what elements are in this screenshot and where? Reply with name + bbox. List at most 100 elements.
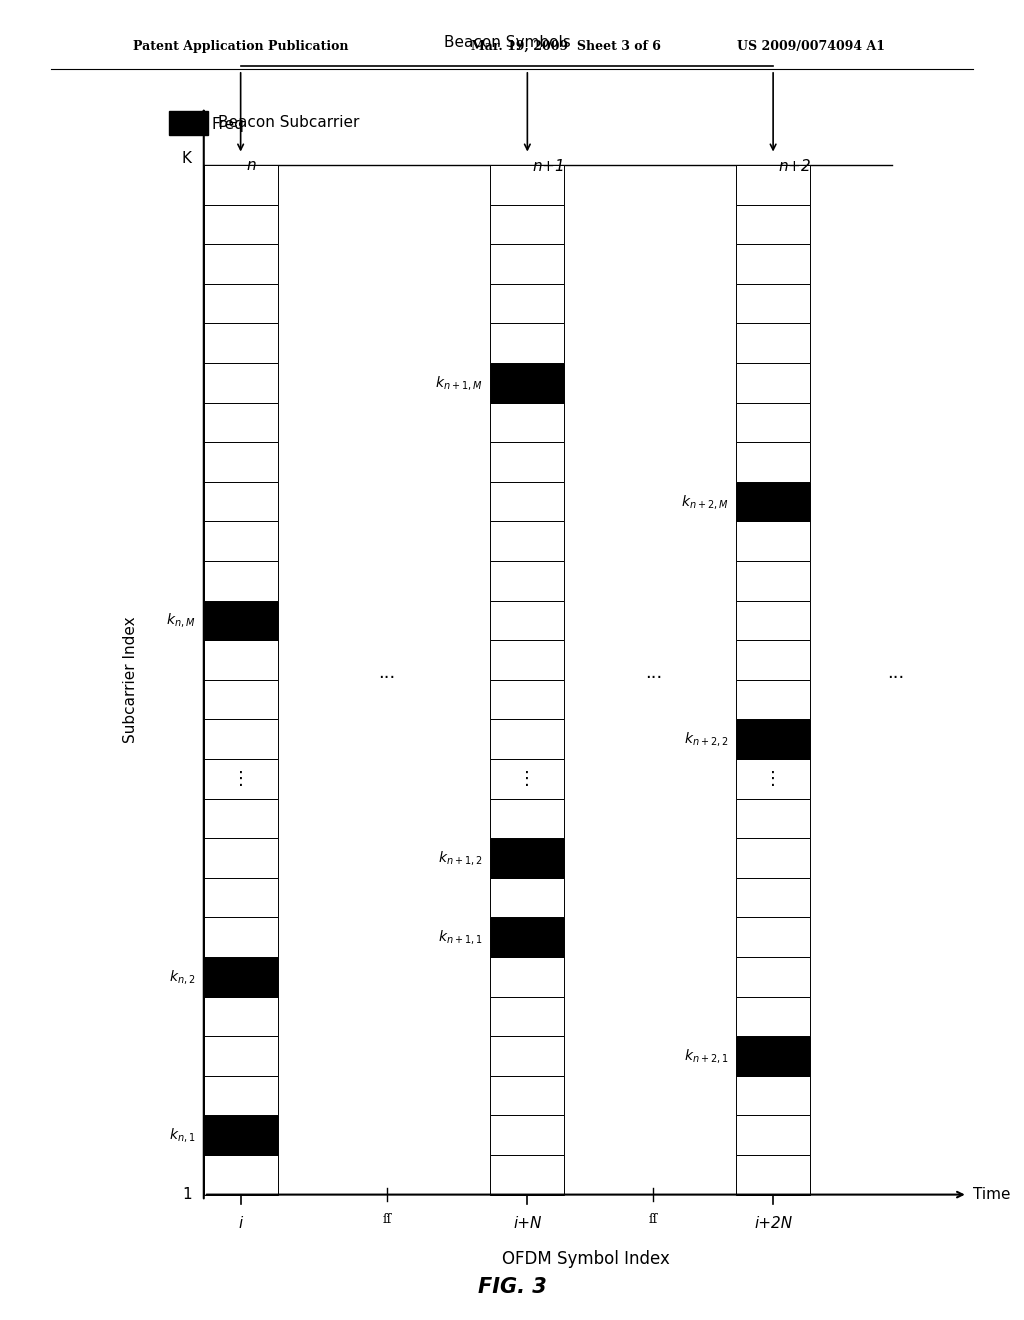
Bar bbox=[736, 1076, 810, 1115]
Bar bbox=[204, 284, 278, 323]
Bar bbox=[736, 759, 810, 799]
Bar bbox=[204, 165, 278, 205]
Bar bbox=[736, 1036, 810, 1076]
Bar bbox=[490, 1076, 564, 1115]
Text: Patent Application Publication: Patent Application Publication bbox=[133, 40, 348, 53]
Text: $k_{n+1,M}$: $k_{n+1,M}$ bbox=[435, 374, 482, 392]
Bar bbox=[490, 561, 564, 601]
Bar bbox=[736, 917, 810, 957]
Bar bbox=[169, 111, 208, 135]
Bar bbox=[490, 640, 564, 680]
Text: US 2009/0074094 A1: US 2009/0074094 A1 bbox=[737, 40, 886, 53]
Bar bbox=[736, 363, 810, 403]
Bar bbox=[204, 917, 278, 957]
Bar bbox=[490, 205, 564, 244]
Bar bbox=[736, 482, 810, 521]
Bar bbox=[204, 680, 278, 719]
Text: $k_{n+2,M}$: $k_{n+2,M}$ bbox=[681, 492, 728, 511]
Bar bbox=[204, 244, 278, 284]
Bar bbox=[736, 680, 810, 719]
Bar bbox=[204, 323, 278, 363]
Bar bbox=[490, 363, 564, 403]
Bar bbox=[490, 680, 564, 719]
Text: Beacon Symbols: Beacon Symbols bbox=[443, 36, 570, 50]
Bar bbox=[490, 957, 564, 997]
Bar bbox=[736, 244, 810, 284]
Bar bbox=[736, 165, 810, 205]
Bar bbox=[204, 205, 278, 244]
Bar bbox=[736, 640, 810, 680]
Bar bbox=[204, 640, 278, 680]
Bar bbox=[490, 284, 564, 323]
Bar bbox=[490, 601, 564, 640]
Text: $k_{n+2,2}$: $k_{n+2,2}$ bbox=[684, 730, 728, 748]
Bar bbox=[204, 1155, 278, 1195]
Bar bbox=[490, 878, 564, 917]
Text: $k_{n,M}$: $k_{n,M}$ bbox=[166, 611, 196, 630]
Bar bbox=[736, 838, 810, 878]
Bar bbox=[490, 1115, 564, 1155]
Bar bbox=[204, 1115, 278, 1155]
Bar bbox=[204, 601, 278, 640]
Text: $n$+2: $n$+2 bbox=[778, 158, 811, 174]
Text: i+2N: i+2N bbox=[754, 1216, 793, 1230]
Bar bbox=[736, 284, 810, 323]
Bar bbox=[490, 165, 564, 205]
Text: $k_{n+2,1}$: $k_{n+2,1}$ bbox=[684, 1047, 728, 1065]
Bar bbox=[204, 719, 278, 759]
Text: FIG. 3: FIG. 3 bbox=[477, 1276, 547, 1298]
Bar bbox=[490, 323, 564, 363]
Text: OFDM Symbol Index: OFDM Symbol Index bbox=[502, 1250, 670, 1269]
Text: ſſ: ſſ bbox=[648, 1213, 658, 1226]
Bar bbox=[204, 521, 278, 561]
Bar bbox=[490, 917, 564, 957]
Text: Beacon Subcarrier: Beacon Subcarrier bbox=[218, 115, 359, 131]
Bar bbox=[490, 521, 564, 561]
Bar bbox=[204, 1076, 278, 1115]
Bar bbox=[204, 403, 278, 442]
Bar bbox=[204, 957, 278, 997]
Bar bbox=[736, 601, 810, 640]
Bar bbox=[204, 878, 278, 917]
Bar bbox=[204, 561, 278, 601]
Bar bbox=[490, 403, 564, 442]
Bar bbox=[736, 205, 810, 244]
Bar bbox=[490, 244, 564, 284]
Text: $k_{n+1,2}$: $k_{n+1,2}$ bbox=[438, 849, 482, 867]
Bar bbox=[490, 838, 564, 878]
Bar bbox=[204, 1036, 278, 1076]
Bar bbox=[736, 1155, 810, 1195]
Text: Freq: Freq bbox=[212, 117, 245, 132]
Bar bbox=[490, 997, 564, 1036]
Text: $k_{n,1}$: $k_{n,1}$ bbox=[169, 1126, 196, 1144]
Bar bbox=[736, 878, 810, 917]
Bar bbox=[736, 997, 810, 1036]
Bar bbox=[736, 442, 810, 482]
Text: $k_{n+1,1}$: $k_{n+1,1}$ bbox=[438, 928, 482, 946]
Bar bbox=[736, 719, 810, 759]
Text: ...: ... bbox=[645, 664, 662, 682]
Text: ⋮: ⋮ bbox=[231, 770, 250, 788]
Bar bbox=[490, 759, 564, 799]
Text: ſſ: ſſ bbox=[382, 1213, 392, 1226]
Bar bbox=[204, 997, 278, 1036]
Bar bbox=[204, 482, 278, 521]
Bar bbox=[490, 482, 564, 521]
Bar bbox=[204, 363, 278, 403]
Text: Subcarrier Index: Subcarrier Index bbox=[123, 616, 137, 743]
Bar bbox=[736, 323, 810, 363]
Bar bbox=[490, 1036, 564, 1076]
Text: ⋮: ⋮ bbox=[764, 770, 782, 788]
Text: ...: ... bbox=[379, 664, 395, 682]
Text: $k_{n,2}$: $k_{n,2}$ bbox=[169, 968, 196, 986]
Text: ⋮: ⋮ bbox=[518, 770, 537, 788]
Text: $n$: $n$ bbox=[246, 158, 256, 173]
Bar bbox=[204, 838, 278, 878]
Text: K: K bbox=[181, 150, 191, 166]
Bar bbox=[490, 719, 564, 759]
Bar bbox=[736, 561, 810, 601]
Bar bbox=[736, 403, 810, 442]
Bar bbox=[204, 759, 278, 799]
Bar bbox=[490, 799, 564, 838]
Text: $n$+1: $n$+1 bbox=[532, 158, 564, 174]
